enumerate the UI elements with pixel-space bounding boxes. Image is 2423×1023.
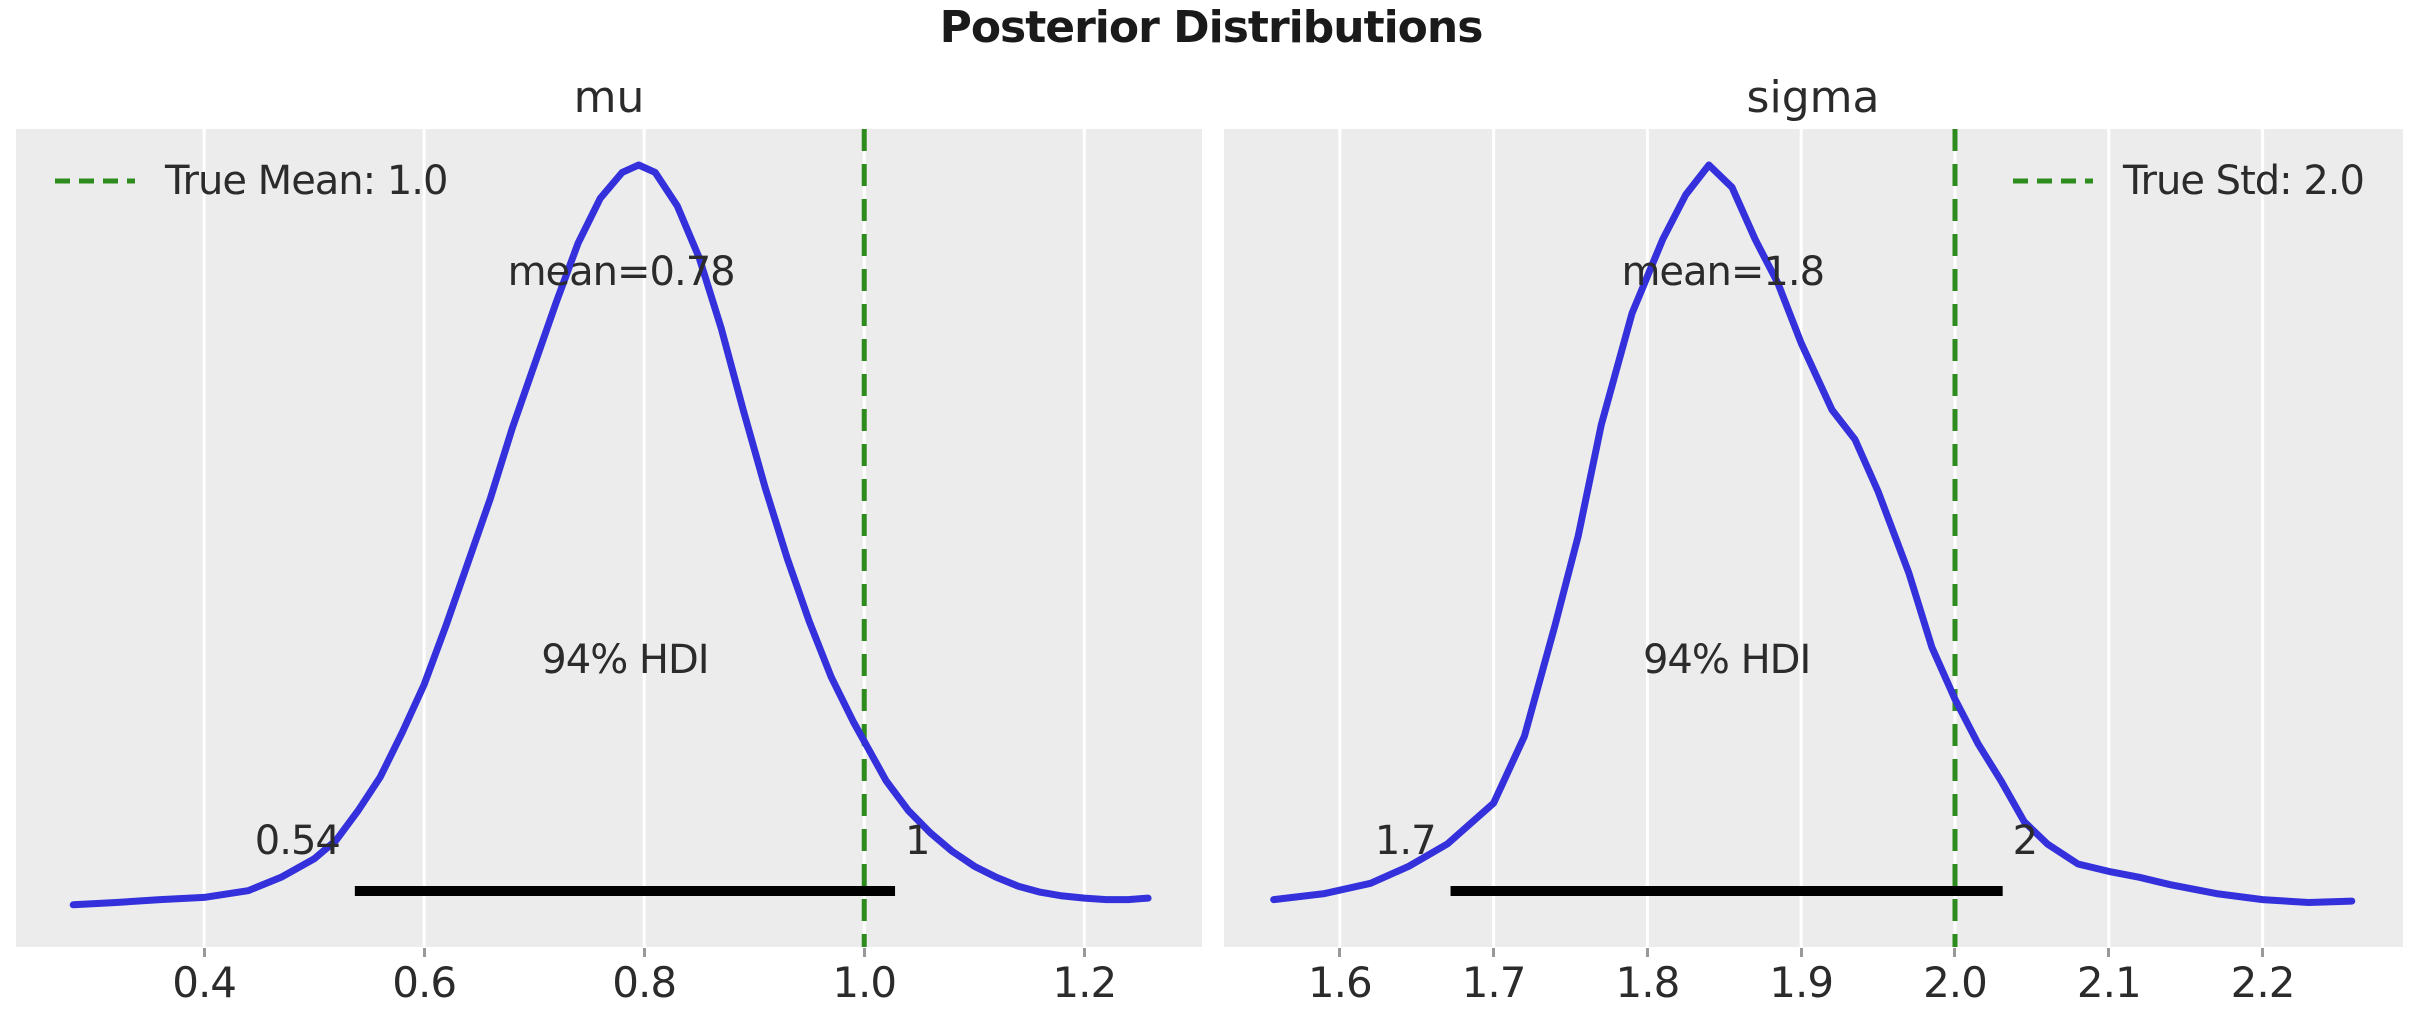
mean-annotation-mu: mean=0.78 (507, 249, 736, 295)
hdi-high-label-sigma: 2 (2012, 818, 2038, 864)
mean-annotation-sigma: mean=1.8 (1621, 249, 1825, 295)
x-tick-label: 1.8 (1615, 958, 1680, 1007)
x-tick-mark (1082, 948, 1086, 957)
x-tick-label: 1.6 (1307, 958, 1373, 1007)
x-tick-label: 0.6 (392, 958, 457, 1007)
x-tick-mark (1338, 948, 1342, 957)
hdi-low-label-mu: 0.54 (254, 818, 341, 864)
legend-dash-icon (55, 178, 135, 184)
plot-area-sigma (1224, 129, 2403, 947)
hdi-annotation-mu: 94% HDI (541, 637, 709, 683)
x-tick-mark (1953, 948, 1957, 957)
x-tick-label: 2.0 (1923, 958, 1988, 1007)
x-tick-label: 0.8 (612, 958, 677, 1007)
x-tick-mark (642, 948, 646, 957)
x-tick-mark (862, 948, 866, 957)
x-tick-mark (202, 948, 206, 957)
x-tick-mark (1799, 948, 1803, 957)
kde-curve-sigma (1270, 129, 2356, 947)
panel-title-mu: mu (573, 72, 645, 123)
legend-true-std: True Std: 2.0 (2013, 156, 2365, 206)
legend-dash-icon (2013, 178, 2093, 184)
x-tick-label: 1.0 (832, 958, 897, 1007)
hdi-high-label-mu: 1 (905, 818, 930, 864)
x-tick-label: 2.1 (2076, 958, 2142, 1007)
hdi-annotation-sigma: 94% HDI (1642, 637, 1811, 683)
x-tick-label: 0.4 (172, 958, 237, 1007)
x-tick-mark (1492, 948, 1496, 957)
legend-label: True Mean: 1.0 (165, 158, 448, 204)
x-tick-label: 2.2 (2230, 958, 2296, 1007)
legend-true-mean: True Mean: 1.0 (55, 156, 448, 206)
x-tick-mark (2107, 948, 2111, 957)
figure-title: Posterior Distributions (939, 2, 1484, 53)
x-tick-label: 1.7 (1461, 958, 1527, 1007)
x-tick-mark (422, 948, 426, 957)
kde-curve-mu (69, 129, 1152, 947)
hdi-low-label-sigma: 1.7 (1374, 818, 1437, 864)
panel-title-sigma: sigma (1746, 72, 1880, 123)
x-tick-label: 1.2 (1052, 958, 1117, 1007)
x-tick-mark (1645, 948, 1649, 957)
x-tick-mark (2261, 948, 2265, 957)
plot-area-mu (16, 129, 1202, 947)
legend-label: True Std: 2.0 (2123, 158, 2365, 204)
x-tick-label: 1.9 (1769, 958, 1834, 1007)
